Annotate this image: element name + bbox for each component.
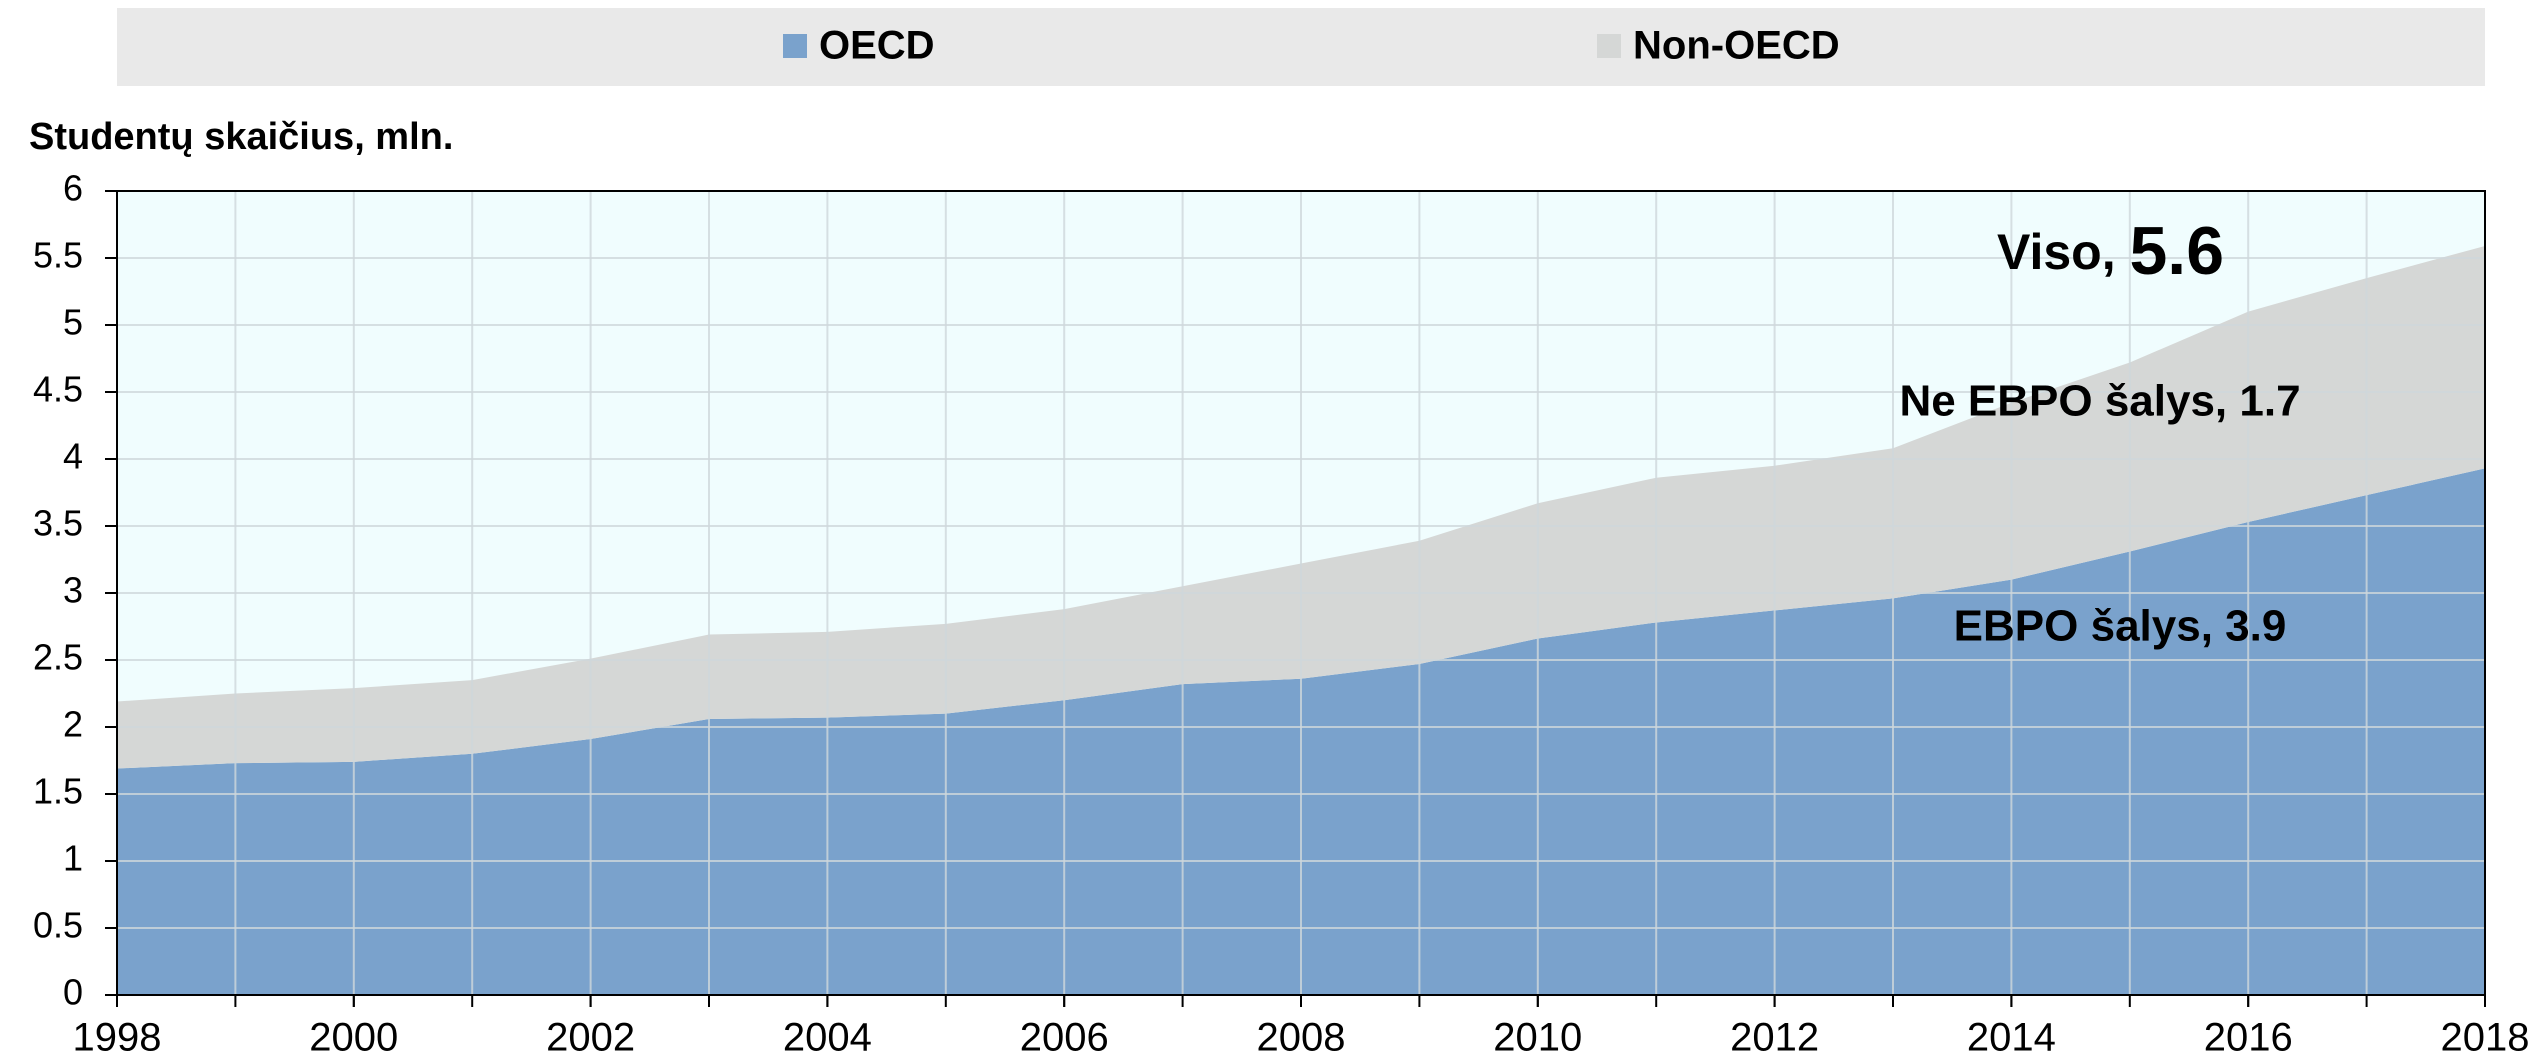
y-tick-label: 2	[63, 704, 83, 745]
x-tick-label: 2006	[1020, 1016, 1109, 1060]
x-tick-label: 2014	[1967, 1016, 2056, 1060]
y-tick-label: 3.5	[33, 503, 83, 544]
x-tick-label: 2004	[783, 1016, 872, 1060]
y-tick-label: 2.5	[33, 637, 83, 678]
y-axis-label: Studentų skaičius, mln.	[29, 116, 453, 158]
annotation: EBPO šalys, 3.9	[1954, 602, 2287, 651]
y-tick-label: 1	[63, 838, 83, 879]
annotation-value: 5.6	[2129, 213, 2224, 289]
legend-label: Non-OECD	[1633, 24, 1840, 68]
annotation: Ne EBPO šalys, 1.7	[1899, 377, 2300, 426]
x-tick-label: 2018	[2441, 1016, 2530, 1060]
x-tick-label: 1998	[73, 1016, 162, 1060]
y-tick-label: 5	[63, 302, 83, 343]
y-tick-label: 4.5	[33, 369, 83, 410]
annotation: Viso, 5.6	[1997, 213, 2224, 289]
y-tick-label: 0	[63, 972, 83, 1013]
x-tick-label: 2016	[2204, 1016, 2293, 1060]
x-tick-label: 2012	[1730, 1016, 1819, 1060]
annotation-text: Viso,	[1997, 224, 2129, 280]
y-tick-label: 4	[63, 436, 83, 477]
y-tick-label: 6	[63, 168, 83, 209]
legend-background	[117, 8, 2485, 86]
y-tick-label: 1.5	[33, 771, 83, 812]
y-tick-label: 5.5	[33, 235, 83, 276]
x-tick-label: 2010	[1493, 1016, 1582, 1060]
x-tick-label: 2000	[309, 1016, 398, 1060]
x-tick-label: 2008	[1257, 1016, 1346, 1060]
legend-swatch	[783, 34, 807, 58]
x-tick-label: 2002	[546, 1016, 635, 1060]
y-tick-label: 3	[63, 570, 83, 611]
legend-label: OECD	[819, 24, 935, 68]
legend-swatch	[1597, 34, 1621, 58]
plot-frame	[116, 190, 2486, 996]
y-tick-label: 0.5	[33, 905, 83, 946]
